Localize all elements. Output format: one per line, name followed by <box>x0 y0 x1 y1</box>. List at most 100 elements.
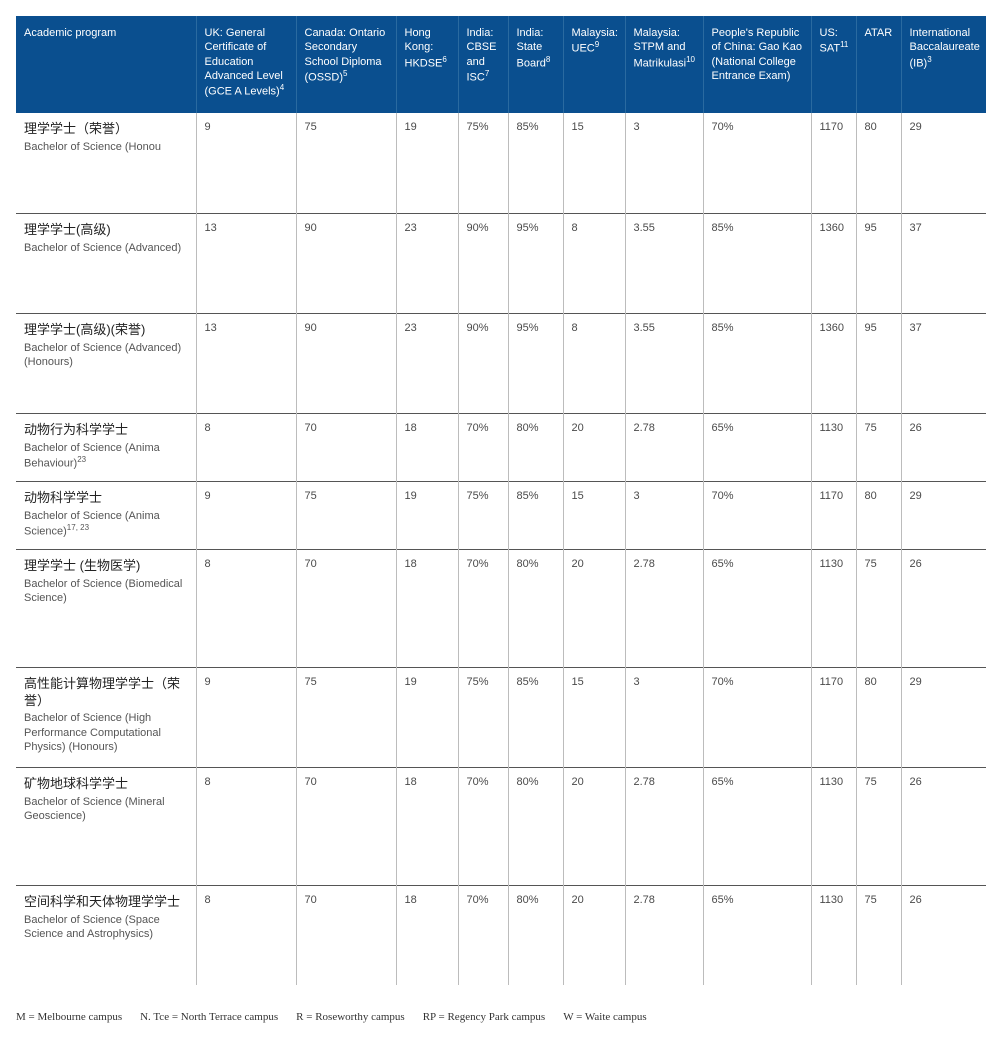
program-cell: 矿物地球科学学士 Bachelor of Science (Mineral Geo… <box>16 767 196 885</box>
data-cell: 85% <box>508 481 563 549</box>
data-cell: 75 <box>296 481 396 549</box>
column-header-label: ATAR <box>865 27 893 39</box>
data-cell: 75 <box>856 413 901 481</box>
data-cell: 9 <box>196 667 296 767</box>
program-sup: 17, 23 <box>67 523 89 532</box>
program-name-cn: 理学学士 (生物医学) <box>24 558 190 575</box>
data-cell: 90% <box>458 213 508 313</box>
data-cell: 70% <box>458 767 508 885</box>
data-cell: 80% <box>508 767 563 885</box>
program-cell: 理学学士（荣誉）Bachelor of Science (Honou <box>16 113 196 213</box>
data-cell: 70 <box>296 767 396 885</box>
column-header-sup: 10 <box>686 55 695 64</box>
data-cell: 26 <box>901 413 986 481</box>
column-header: US: SAT11 <box>811 16 856 113</box>
table-row: 理学学士（荣誉）Bachelor of Science (Honou975197… <box>16 113 986 213</box>
column-header: Academic program <box>16 16 196 113</box>
column-header-sup: 11 <box>840 40 848 49</box>
data-cell: 80% <box>508 549 563 667</box>
data-cell: 18 <box>396 885 458 985</box>
data-cell: 19 <box>396 113 458 213</box>
header-row: Academic program UK: General Certificate … <box>16 16 986 113</box>
data-cell: 20 <box>563 885 625 985</box>
data-cell: 18 <box>396 413 458 481</box>
data-cell: 3 <box>625 667 703 767</box>
data-cell: 1130 <box>811 767 856 885</box>
column-header: Canada: Ontario Secondary School Diploma… <box>296 16 396 113</box>
program-name-cn: 高性能计算物理学学士（荣誉） <box>24 676 190 710</box>
legend-segment: N. Tce = North Terrace campus <box>140 1011 278 1023</box>
legend-segment: R = Roseworthy campus <box>296 1011 405 1023</box>
program-name-cn: 理学学士(高级) <box>24 222 190 239</box>
data-cell: 75 <box>856 549 901 667</box>
data-cell: 75% <box>458 113 508 213</box>
data-cell: 15 <box>563 481 625 549</box>
table-header: Academic program UK: General Certificate … <box>16 16 986 113</box>
column-header-sup: 9 <box>595 40 599 49</box>
data-cell: 75 <box>856 885 901 985</box>
column-header: Hong Kong: HKDSE6 <box>396 16 458 113</box>
data-cell: 37 <box>901 213 986 313</box>
legend-segment: M = Melbourne campus <box>16 1011 122 1023</box>
table-row: 空间科学和天体物理学学士 Bachelor of Science (Space S… <box>16 885 986 985</box>
program-cell: 理学学士(高级)(荣誉)Bachelor of Science (Advance… <box>16 313 196 413</box>
program-name-cn: 动物科学学士 <box>24 490 190 507</box>
data-cell: 26 <box>901 885 986 985</box>
column-header: People's Republic of China: Gao Kao (Nat… <box>703 16 811 113</box>
program-name-cn: 矿物地球科学学士 <box>24 776 190 793</box>
data-cell: 90 <box>296 213 396 313</box>
data-cell: 95% <box>508 213 563 313</box>
data-cell: 3 <box>625 481 703 549</box>
data-cell: 95 <box>856 313 901 413</box>
data-cell: 8 <box>563 213 625 313</box>
data-cell: 29 <box>901 113 986 213</box>
column-header-sup: 3 <box>927 55 931 64</box>
data-cell: 80 <box>856 481 901 549</box>
data-cell: 85% <box>508 667 563 767</box>
program-name-en: Bachelor of Science (Advanced) <box>24 241 190 255</box>
data-cell: 85% <box>703 213 811 313</box>
campus-legend: M = Melbourne campus N. Tce = North Terra… <box>16 1011 972 1023</box>
column-header-label: International Baccalaureate (IB) <box>910 27 980 69</box>
column-header: UK: General Certificate of Education Adv… <box>196 16 296 113</box>
data-cell: 29 <box>901 667 986 767</box>
data-cell: 15 <box>563 113 625 213</box>
data-cell: 18 <box>396 549 458 667</box>
data-cell: 70% <box>703 113 811 213</box>
data-cell: 1130 <box>811 885 856 985</box>
data-cell: 9 <box>196 113 296 213</box>
program-name-cn: 理学学士（荣誉） <box>24 121 190 138</box>
program-name-en: Bachelor of Science (Space Science and A… <box>24 913 190 942</box>
data-cell: 1130 <box>811 549 856 667</box>
data-cell: 75 <box>296 113 396 213</box>
data-cell: 2.78 <box>625 549 703 667</box>
program-cell: 空间科学和天体物理学学士 Bachelor of Science (Space S… <box>16 885 196 985</box>
column-header: Malaysia: UEC9 <box>563 16 625 113</box>
requirements-table: Academic program UK: General Certificate … <box>16 16 986 985</box>
data-cell: 19 <box>396 667 458 767</box>
program-name-cn: 理学学士(高级)(荣誉) <box>24 322 190 339</box>
data-cell: 70 <box>296 413 396 481</box>
data-cell: 2.78 <box>625 885 703 985</box>
column-header-label: Academic program <box>24 27 116 39</box>
program-name-en: Bachelor of Science (Mineral Geoscience) <box>24 795 190 824</box>
column-header-sup: 5 <box>343 69 347 78</box>
data-cell: 1170 <box>811 113 856 213</box>
program-name-en: Bachelor of Science (Anima Science)17, 2… <box>24 509 190 539</box>
data-cell: 3.55 <box>625 213 703 313</box>
program-name-cn: 空间科学和天体物理学学士 <box>24 894 190 911</box>
column-header: ATAR <box>856 16 901 113</box>
data-cell: 8 <box>196 549 296 667</box>
data-cell: 29 <box>901 481 986 549</box>
data-cell: 3 <box>625 113 703 213</box>
table-row: 动物行为科学学士Bachelor of Science (Anima Behav… <box>16 413 986 481</box>
column-header-label: India: CBSE and ISC <box>467 27 497 84</box>
legend-segment: RP = Regency Park campus <box>423 1011 546 1023</box>
program-name-en: Bachelor of Science (Biomedical Science) <box>24 577 190 606</box>
data-cell: 1130 <box>811 413 856 481</box>
data-cell: 13 <box>196 313 296 413</box>
data-cell: 65% <box>703 549 811 667</box>
column-header: International Baccalaureate (IB)3 <box>901 16 986 113</box>
data-cell: 95 <box>856 213 901 313</box>
column-header-sup: 7 <box>485 69 489 78</box>
